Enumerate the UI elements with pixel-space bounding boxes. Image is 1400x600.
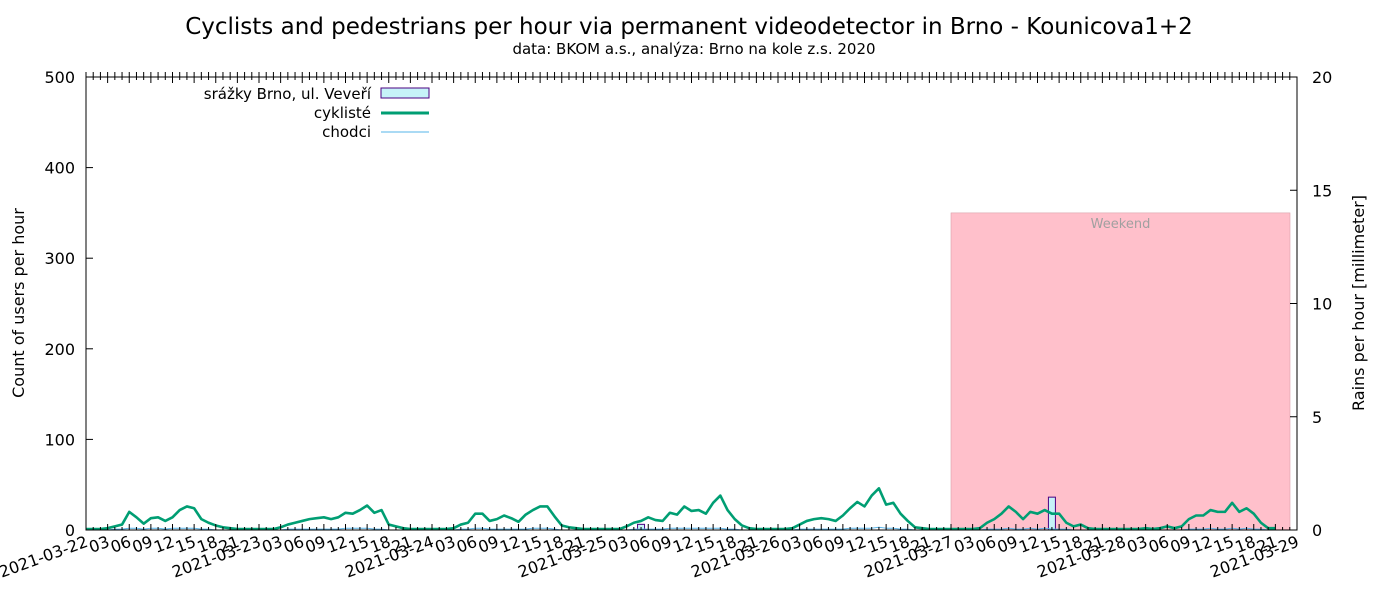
x-tick-label: 12 bbox=[151, 532, 177, 557]
y-tick-label: 300 bbox=[44, 249, 75, 268]
x-tick-label: 06 bbox=[800, 532, 826, 557]
weekend-layer: Weekend bbox=[950, 212, 1291, 531]
x-tick-label: 12 bbox=[324, 532, 350, 557]
x-tick-label: 09 bbox=[476, 532, 502, 557]
x-tick-label: 06 bbox=[627, 532, 653, 557]
y2-tick-label: 5 bbox=[1312, 408, 1322, 427]
x-tick-label: 15 bbox=[173, 532, 199, 557]
y-tick-label: 200 bbox=[44, 340, 75, 359]
x-tick-label: 09 bbox=[1168, 532, 1194, 557]
legend-swatch-rain bbox=[380, 87, 430, 99]
legend-label-pedestrians: chodci bbox=[322, 123, 371, 141]
y2-tick-label: 0 bbox=[1312, 521, 1322, 540]
y2-tick-label: 20 bbox=[1312, 68, 1332, 87]
x-tick-label: 03 bbox=[259, 532, 285, 557]
legend-label-cyclists: cyklisté bbox=[314, 104, 371, 122]
x-tick-label: 09 bbox=[995, 532, 1021, 557]
x-tick-label: 12 bbox=[670, 532, 696, 557]
weekend-region bbox=[950, 212, 1291, 531]
y-axis-label: Count of users per hour bbox=[9, 208, 28, 398]
x-tick-label: 15 bbox=[519, 532, 545, 557]
x-tick-label: 09 bbox=[303, 532, 329, 557]
legend-label-rain: srážky Brno, ul. Veveří bbox=[204, 85, 372, 103]
x-tick-label: 03 bbox=[778, 532, 804, 557]
x-tick-label: 15 bbox=[1038, 532, 1064, 557]
y2-tick-label: 10 bbox=[1312, 295, 1332, 314]
x-tick-label: 06 bbox=[454, 532, 480, 557]
x-tick-label: 09 bbox=[822, 532, 848, 557]
x-tick-label: 03 bbox=[605, 532, 631, 557]
x-tick-label: 15 bbox=[865, 532, 891, 557]
x-tick-label: 06 bbox=[108, 532, 134, 557]
chart-title: Cyclists and pedestrians per hour via pe… bbox=[185, 14, 1193, 40]
x-tick-label: 2021-03-22 bbox=[0, 532, 90, 582]
axis-ticks bbox=[85, 72, 1298, 531]
chart-subtitle: data: BKOM a.s., analýza: Brno na kole z… bbox=[512, 40, 875, 58]
x-tick-label: 03 bbox=[951, 532, 977, 557]
x-tick-label: 03 bbox=[1124, 532, 1150, 557]
y-tick-label: 500 bbox=[44, 68, 75, 87]
x-tick-label: 12 bbox=[497, 532, 523, 557]
x-tick-label: 15 bbox=[1211, 532, 1237, 557]
y-tick-label: 100 bbox=[44, 430, 75, 449]
series-line-cyclists bbox=[86, 487, 1276, 531]
x-tick-label: 06 bbox=[281, 532, 307, 557]
weekend-label: Weekend bbox=[1091, 217, 1151, 232]
y-tick-label: 0 bbox=[65, 521, 75, 540]
x-tick-label: 03 bbox=[86, 532, 112, 557]
x-tick-label: 06 bbox=[973, 532, 999, 557]
y-tick-label: 400 bbox=[44, 159, 75, 178]
x-tick-label: 12 bbox=[1016, 532, 1042, 557]
y2-tick-label: 15 bbox=[1312, 181, 1332, 200]
x-tick-label: 15 bbox=[346, 532, 372, 557]
x-tick-label: 09 bbox=[649, 532, 675, 557]
x-tick-label: 12 bbox=[843, 532, 869, 557]
legend: srážky Brno, ul. Veveří cyklisté chodci bbox=[204, 85, 430, 141]
x-tick-label: 03 bbox=[432, 532, 458, 557]
x-tick-label: 12 bbox=[1189, 532, 1215, 557]
x-tick-label: 15 bbox=[692, 532, 718, 557]
x-tick-label: 06 bbox=[1146, 532, 1172, 557]
x-tick-label: 09 bbox=[130, 532, 156, 557]
y2-axis-label: Rains per hour [millimeter] bbox=[1349, 195, 1368, 411]
